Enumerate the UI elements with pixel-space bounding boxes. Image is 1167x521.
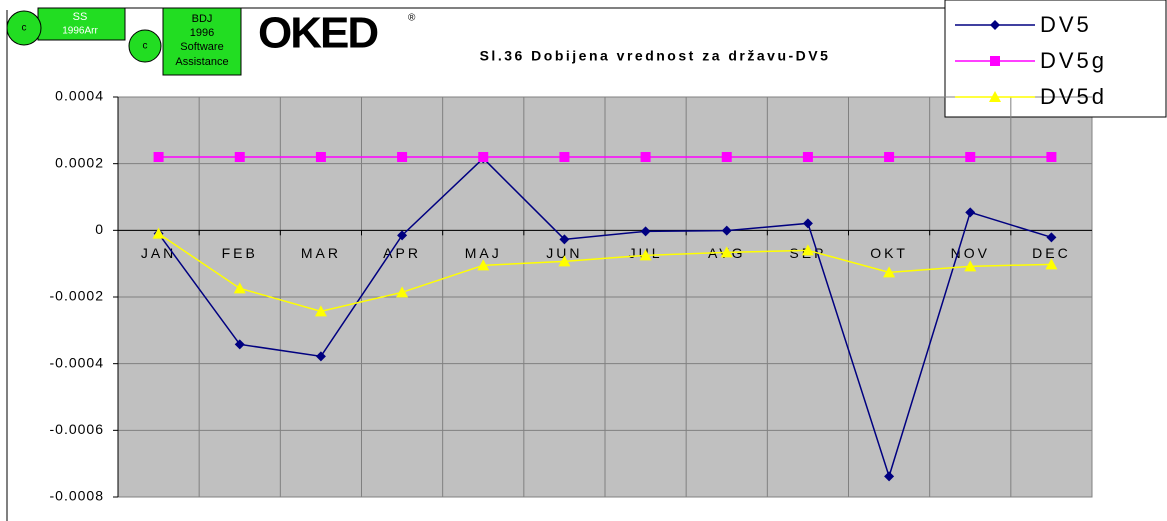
marker	[152, 227, 165, 239]
logo-text: c	[143, 41, 148, 52]
marker	[234, 152, 245, 162]
marker	[1045, 258, 1058, 270]
logo-text: SS	[73, 11, 88, 23]
y-tick-label: 0.0002	[55, 154, 104, 170]
marker	[315, 152, 326, 162]
marker	[964, 260, 977, 272]
x-tick-label: JUN	[546, 245, 582, 261]
legend-label: DV5g	[1040, 48, 1107, 73]
marker	[1046, 232, 1057, 243]
logo-oked: OKED	[258, 9, 377, 58]
marker	[477, 259, 490, 271]
marker	[802, 218, 813, 229]
marker	[478, 152, 489, 162]
marker	[396, 286, 409, 298]
logo-circle	[128, 29, 162, 63]
logo-text: ®	[408, 13, 416, 24]
marker	[802, 152, 813, 162]
marker	[234, 339, 245, 350]
logo-text: BDJ	[192, 13, 213, 25]
y-tick-label: -0.0002	[50, 288, 104, 304]
legend-label: DV5d	[1040, 84, 1107, 109]
marker	[640, 226, 651, 237]
logo-text: 1996	[190, 27, 214, 39]
x-tick-label: FEB	[222, 245, 258, 261]
marker	[721, 152, 732, 162]
x-tick-label: MAR	[301, 245, 341, 261]
logo-box	[37, 7, 126, 41]
marker	[884, 152, 895, 162]
logo-box	[162, 7, 242, 76]
logo: c SS 1996Arr c BDJ 1996 Software Assista…	[6, 7, 416, 76]
marker	[559, 234, 570, 245]
marker	[233, 282, 246, 294]
marker	[314, 305, 327, 317]
logo-text: Software	[180, 41, 223, 53]
legend-label: DV5	[1040, 12, 1092, 37]
y-tick-label: -0.0004	[50, 354, 104, 370]
logo-text: 1996Arr	[62, 26, 98, 37]
marker	[990, 20, 1000, 30]
marker	[315, 351, 326, 362]
x-tick-label: OKT	[870, 245, 908, 261]
marker	[884, 471, 895, 482]
marker	[721, 225, 732, 236]
y-tick-label: -0.0006	[50, 421, 104, 437]
series-line	[158, 233, 1052, 313]
series-line	[157, 157, 1052, 479]
y-tick-label: -0.0008	[50, 488, 104, 504]
x-tick-label: APR	[383, 245, 421, 261]
x-tick-label: MAJ	[465, 245, 502, 261]
y-tick-label: 0	[95, 221, 104, 237]
logo-text: c	[22, 23, 27, 34]
marker	[1046, 152, 1057, 162]
marker	[153, 152, 164, 162]
marker	[990, 56, 1000, 66]
marker	[397, 152, 408, 162]
logo-text: Assistance	[175, 56, 228, 68]
marker	[720, 246, 733, 258]
marker	[883, 266, 896, 278]
marker	[558, 255, 571, 267]
marker	[639, 249, 652, 261]
x-tick-label: DEC	[1032, 245, 1071, 261]
marker	[965, 152, 976, 162]
chart-title: Sl.36 Dobijena vrednost za državu-DV5	[480, 48, 831, 64]
y-tick-label: 0.0004	[55, 88, 104, 104]
x-tick-label: JAN	[141, 245, 176, 261]
logo-circle	[6, 10, 42, 46]
marker	[965, 207, 976, 218]
marker	[559, 152, 570, 162]
marker	[801, 244, 814, 256]
marker	[640, 152, 651, 162]
marker	[397, 230, 408, 241]
marker	[989, 91, 1001, 102]
